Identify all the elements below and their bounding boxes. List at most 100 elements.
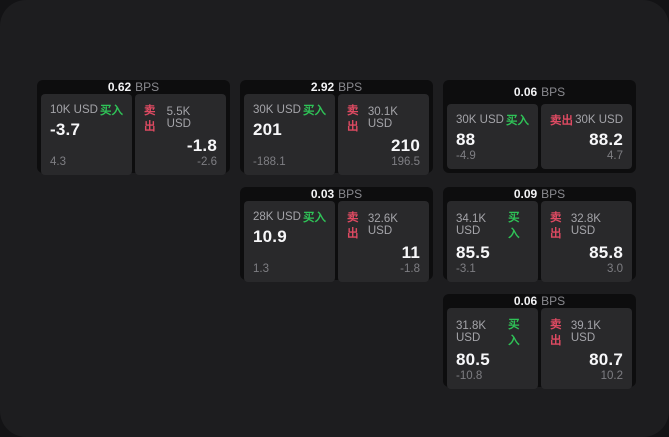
buy-panel[interactable]: 10K USD 买入 -3.7 4.3 [41, 94, 132, 175]
buy-badge: 买入 [303, 105, 326, 117]
sell-amount: 39.1K USD [570, 320, 601, 344]
bps-header: 0.06 BPS [443, 80, 636, 104]
buy-price: 80.5 [456, 350, 490, 369]
buy-badge: 买入 [508, 319, 520, 347]
sell-badge: 卖出 [550, 319, 562, 347]
sell-top-row: 卖出 32.6K USD [347, 209, 420, 241]
sell-delta: 10.2 [600, 370, 623, 382]
sell-price: 85.8 [589, 243, 623, 262]
sell-delta: 4.7 [607, 150, 623, 162]
quote-card-body: 31.8K USD 买入 80.5 -10.8 卖出 39.1K USD 80.… [443, 308, 636, 393]
bps-header: 0.06 BPS [443, 294, 636, 308]
sell-panel[interactable]: 卖出 32.6K USD 11 -1.8 [338, 201, 429, 282]
sell-badge: 卖出 [550, 212, 562, 240]
sell-delta: -1.8 [400, 263, 420, 275]
sell-price: 88.2 [589, 130, 623, 149]
sell-panel[interactable]: 卖出 32.8K USD 85.8 3.0 [541, 201, 632, 282]
bps-value: 0.03 [310, 187, 335, 201]
buy-top-row: 30K USD 买入 [253, 102, 326, 118]
buy-panel[interactable]: 30K USD 买入 201 -188.1 [244, 94, 335, 175]
buy-amount: 10K USD [50, 104, 98, 116]
buy-amount: 28K USD [253, 211, 301, 223]
sell-badge: 卖出 [347, 105, 359, 133]
buy-delta: -4.9 [456, 150, 476, 162]
sell-amount: 30.1K USD [367, 106, 398, 130]
sell-panel[interactable]: 卖出 39.1K USD 80.7 10.2 [541, 308, 632, 389]
bps-value: 0.09 [513, 187, 538, 201]
bps-header: 0.03 BPS [240, 187, 433, 201]
buy-delta: -10.8 [456, 370, 483, 382]
bps-value: 2.92 [310, 80, 335, 94]
sell-panel[interactable]: 卖出 5.5K USD -1.8 -2.6 [135, 94, 226, 175]
bps-unit-label: BPS [541, 85, 566, 99]
buy-price: 201 [253, 120, 282, 139]
buy-top-row: 10K USD 买入 [50, 102, 123, 118]
buy-panel[interactable]: 30K USD 买入 88 -4.9 [447, 104, 538, 169]
quote-card-body: 10K USD 买入 -3.7 4.3 卖出 5.5K USD -1.8 -2.… [37, 94, 230, 179]
buy-panel[interactable]: 31.8K USD 买入 80.5 -10.8 [447, 308, 538, 389]
quote-card-body: 30K USD 买入 201 -188.1 卖出 30.1K USD 210 1… [240, 94, 433, 179]
sell-badge: 卖出 [144, 105, 156, 133]
quote-card: 0.09 BPS 34.1K USD 买入 85.5 -3.1 卖出 32.8K… [443, 187, 636, 282]
sell-panel[interactable]: 卖出 30.1K USD 210 196.5 [338, 94, 429, 175]
quote-card: 2.92 BPS 30K USD 买入 201 -188.1 卖出 30.1K … [240, 80, 433, 175]
sell-amount: 30K USD [575, 114, 623, 126]
bps-unit-label: BPS [338, 80, 363, 94]
buy-top-row: 28K USD 买入 [253, 209, 326, 225]
buy-amount: 31.8K USD [456, 320, 487, 344]
buy-amount: 30K USD [456, 114, 504, 126]
bps-unit-label: BPS [135, 80, 160, 94]
quote-card-body: 28K USD 买入 10.9 1.3 卖出 32.6K USD 11 -1.8 [240, 201, 433, 286]
buy-delta: -3.1 [456, 263, 476, 275]
buy-top-row: 30K USD 买入 [456, 112, 529, 128]
buy-panel[interactable]: 28K USD 买入 10.9 1.3 [244, 201, 335, 282]
sell-amount: 32.8K USD [570, 213, 601, 237]
sell-delta: 3.0 [607, 263, 623, 275]
sell-top-row: 卖出 5.5K USD [144, 102, 217, 134]
bps-value: 0.06 [513, 85, 538, 99]
sell-top-row: 卖出 30K USD [550, 112, 623, 128]
sell-price: 80.7 [589, 350, 623, 369]
bps-value: 0.06 [513, 294, 538, 308]
sell-top-row: 卖出 32.8K USD [550, 209, 623, 241]
buy-price: 88 [456, 130, 476, 149]
bps-value: 0.62 [107, 80, 132, 94]
buy-badge: 买入 [508, 212, 520, 240]
sell-badge: 卖出 [347, 212, 359, 240]
buy-delta: 4.3 [50, 156, 66, 168]
bps-unit-label: BPS [338, 187, 363, 201]
buy-delta: 1.3 [253, 263, 269, 275]
quote-card: 0.03 BPS 28K USD 买入 10.9 1.3 卖出 32.6K US… [240, 187, 433, 282]
sell-panel[interactable]: 卖出 30K USD 88.2 4.7 [541, 104, 632, 169]
buy-amount: 30K USD [253, 104, 301, 116]
bps-unit-label: BPS [541, 294, 566, 308]
bps-unit-label: BPS [541, 187, 566, 201]
buy-badge: 买入 [506, 115, 529, 127]
sell-price: 11 [401, 243, 420, 262]
bps-header: 0.62 BPS [37, 80, 230, 94]
buy-price: -3.7 [50, 120, 81, 139]
quote-card: 0.06 BPS 30K USD 买入 88 -4.9 卖出 30K USD [443, 80, 636, 173]
sell-amount: 5.5K USD [166, 106, 191, 130]
buy-top-row: 34.1K USD 买入 [456, 209, 529, 241]
sell-delta: 196.5 [391, 156, 420, 168]
bps-header: 2.92 BPS [240, 80, 433, 94]
sell-delta: -2.6 [197, 156, 217, 168]
buy-amount: 34.1K USD [456, 213, 487, 237]
buy-badge: 买入 [100, 105, 123, 117]
sell-price: 210 [391, 136, 420, 155]
sell-price: -1.8 [186, 136, 217, 155]
sell-top-row: 卖出 39.1K USD [550, 316, 623, 348]
buy-delta: -188.1 [253, 156, 286, 168]
buy-panel[interactable]: 34.1K USD 买入 85.5 -3.1 [447, 201, 538, 282]
quote-card-body: 30K USD 买入 88 -4.9 卖出 30K USD 88.2 4.7 [443, 104, 636, 173]
quote-card: 0.06 BPS 31.8K USD 买入 80.5 -10.8 卖出 39.1… [443, 294, 636, 389]
quote-card-body: 34.1K USD 买入 85.5 -3.1 卖出 32.8K USD 85.8… [443, 201, 636, 286]
sell-amount: 32.6K USD [367, 213, 398, 237]
buy-top-row: 31.8K USD 买入 [456, 316, 529, 348]
buy-price: 85.5 [456, 243, 490, 262]
sell-badge: 卖出 [550, 115, 573, 127]
buy-price: 10.9 [253, 227, 287, 246]
bps-header: 0.09 BPS [443, 187, 636, 201]
